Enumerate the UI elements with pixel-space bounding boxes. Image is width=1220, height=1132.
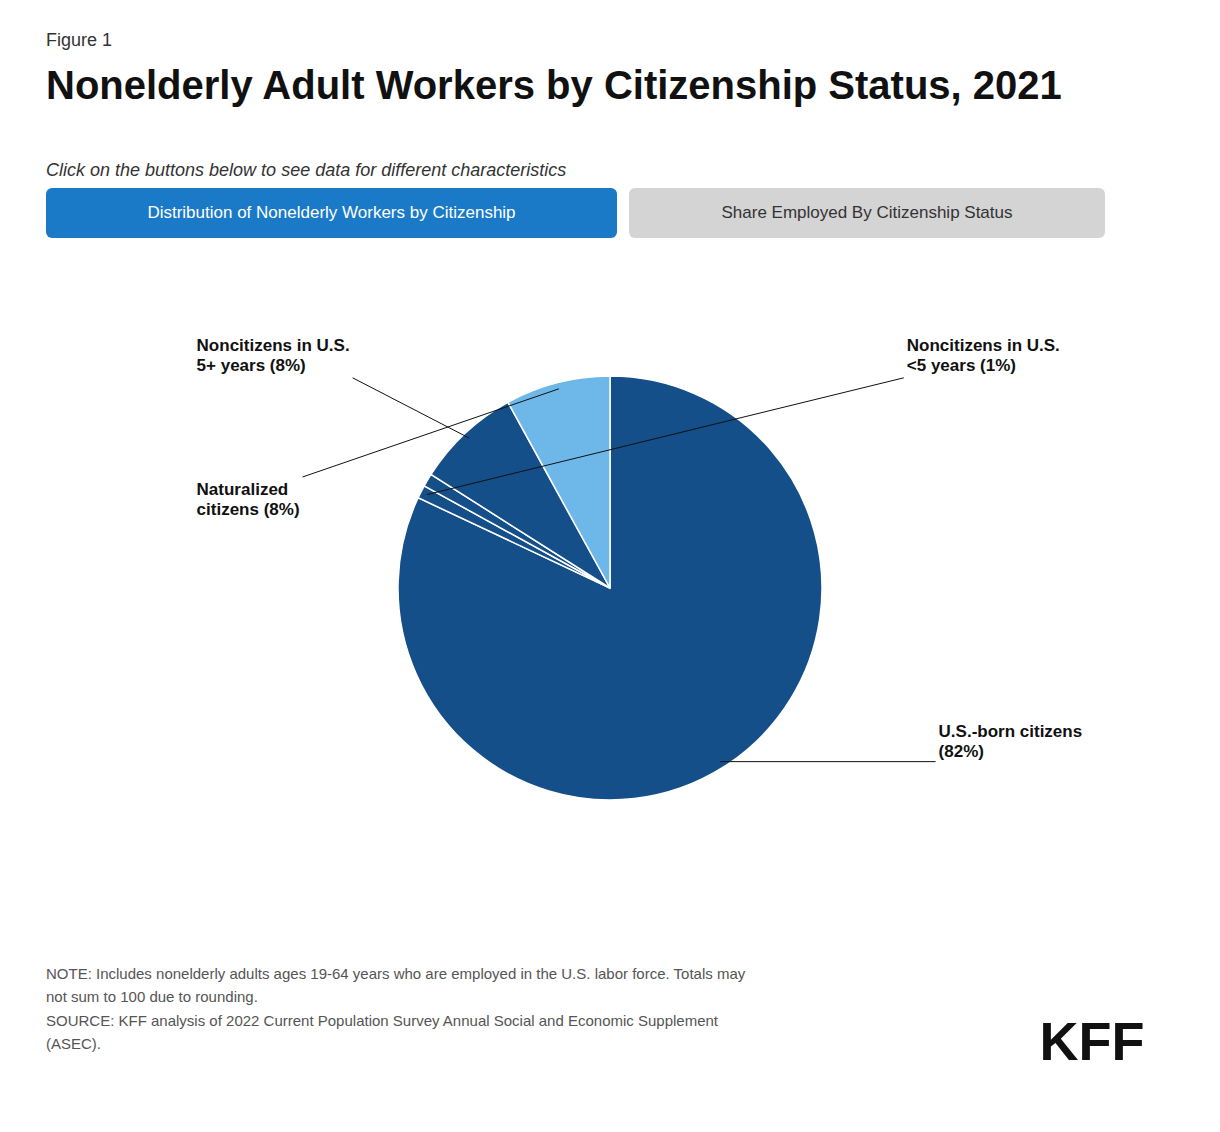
slice-label: Noncitizens in U.S.5+ years (8%) <box>197 336 350 375</box>
leader-line <box>353 378 470 438</box>
figure-label: Figure 1 <box>46 30 112 51</box>
title: Nonelderly Adult Workers by Citizenship … <box>46 62 1176 108</box>
leader-line <box>427 378 904 495</box>
slice-label: U.S.-born citizens(82%) <box>939 722 1083 761</box>
chart: U.S.-born citizens(82%) Noncitizens in U.… <box>0 0 1220 1132</box>
subtitle: Click on the buttons below to see data f… <box>46 160 566 181</box>
button: Distribution of Nonelderly Workers by Ci… <box>46 188 617 238</box>
slice-label: Noncitizens in U.S.<5 years (1%) <box>907 336 1060 375</box>
slice-label: Naturalizedcitizens (8%) <box>197 480 300 519</box>
leader-line <box>720 761 935 762</box>
logo: KFF <box>1032 1010 1152 1072</box>
labels: U.S.-born citizens(82%) Noncitizens in U.… <box>197 336 1083 762</box>
button: Share Employed By Citizenship Status <box>629 188 1105 238</box>
leader-line <box>303 389 559 477</box>
slice <box>508 376 610 588</box>
note: NOTE: Includes nonelderly adults ages 19… <box>46 962 946 1055</box>
slice <box>398 376 822 800</box>
slices <box>398 376 822 800</box>
